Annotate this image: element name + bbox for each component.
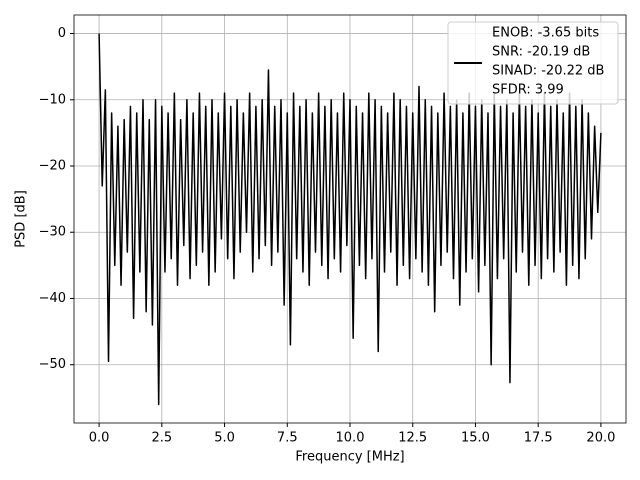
x-tick-label: 2.5	[151, 431, 172, 446]
legend-box	[447, 21, 619, 105]
y-tick-label: −10	[39, 92, 66, 107]
x-tick-label: 15.0	[461, 431, 490, 446]
legend-label: ENOB: -3.65 bits	[492, 26, 599, 41]
legend-label: SFDR: 3.99	[492, 83, 564, 98]
x-tick-label: 20.0	[586, 431, 615, 446]
y-tick-label: −30	[39, 225, 66, 240]
x-tick-label: 12.5	[398, 431, 427, 446]
x-tick-label: 0.0	[89, 431, 110, 446]
legend-label: SINAD: -20.22 dB	[492, 64, 604, 79]
line-series	[98, 33, 602, 406]
y-axis-label: PSD [dB]	[14, 190, 29, 248]
y-tick-label: 0	[58, 26, 66, 41]
x-axis-label: Frequency [MHz]	[295, 450, 404, 465]
x-tick-label: 17.5	[524, 431, 553, 446]
x-tick-label: 10.0	[336, 431, 365, 446]
legend-label: SNR: -20.19 dB	[492, 45, 590, 60]
y-tick-label: −50	[39, 357, 66, 372]
x-tick-label: 7.5	[277, 431, 298, 446]
x-tick-label: 5.0	[214, 431, 235, 446]
y-tick-label: −20	[39, 159, 66, 174]
y-tick-label: −40	[39, 291, 66, 306]
axes-frame	[73, 14, 627, 424]
